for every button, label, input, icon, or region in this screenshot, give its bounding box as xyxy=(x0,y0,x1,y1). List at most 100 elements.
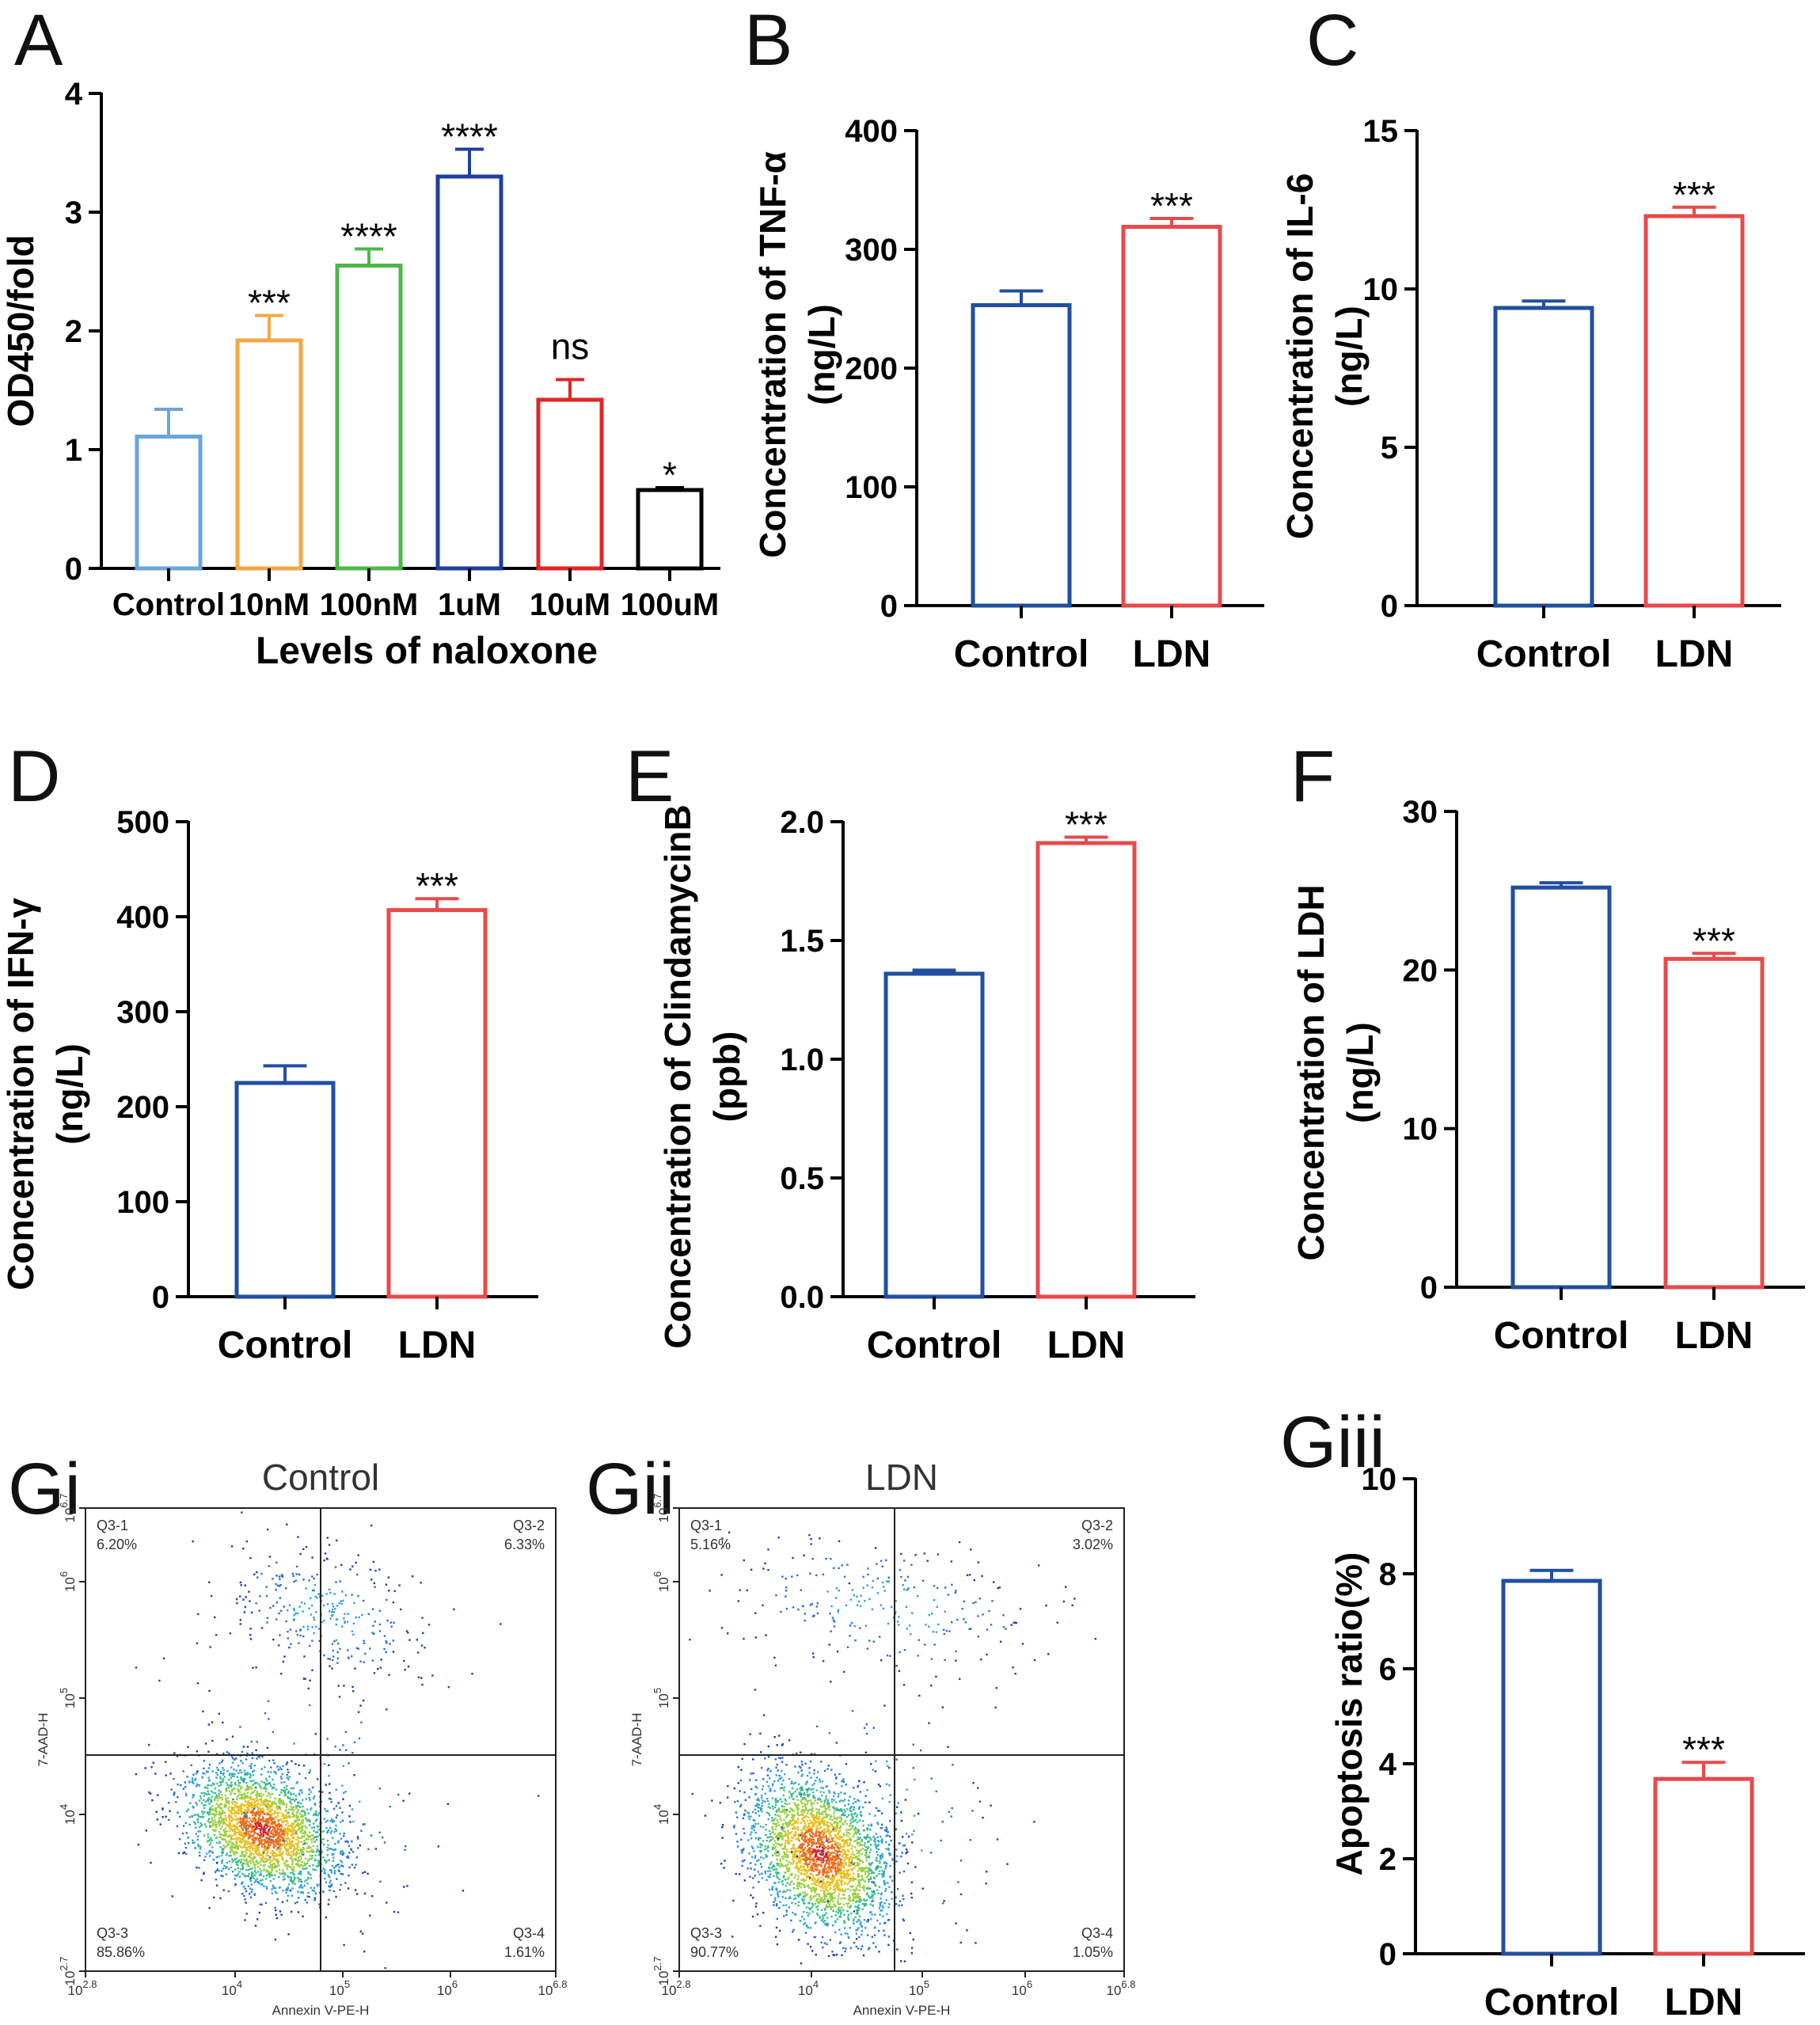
scatter-point xyxy=(331,1667,333,1670)
scatter-point xyxy=(277,1860,280,1863)
scatter-point xyxy=(307,1835,310,1837)
scatter-point xyxy=(246,1824,249,1826)
y-tick-label: 1 xyxy=(65,433,82,468)
scatter-point xyxy=(253,1804,256,1807)
scatter-point xyxy=(386,1619,389,1622)
scatter-point xyxy=(404,1669,406,1671)
scatter-point xyxy=(771,1826,773,1829)
scatter-point xyxy=(279,1818,281,1821)
scatter-point xyxy=(258,1825,260,1827)
scatter-point xyxy=(864,1871,866,1873)
scatter-point xyxy=(272,1578,274,1580)
scatter-point xyxy=(264,1848,267,1850)
scatter-point xyxy=(273,1762,275,1765)
scatter-point xyxy=(363,1823,366,1826)
scatter-point xyxy=(301,1850,304,1853)
scatter-point xyxy=(799,1920,801,1922)
scatter-point xyxy=(288,1797,291,1799)
scatter-point xyxy=(299,1849,302,1852)
scatter-point xyxy=(881,1905,883,1908)
scatter-point xyxy=(817,1839,819,1841)
scatter-point xyxy=(777,1876,779,1879)
quadrant-value: 6.33% xyxy=(504,1537,545,1552)
scatter-point xyxy=(197,1845,199,1848)
scatter-point xyxy=(237,1805,239,1807)
scatter-point xyxy=(829,1852,831,1855)
scatter-point xyxy=(769,1894,773,1896)
scatter-point xyxy=(215,1794,218,1797)
scatter-point xyxy=(293,1826,296,1829)
scatter-point xyxy=(286,1785,288,1788)
scatter-point xyxy=(196,1783,198,1786)
scatter-point xyxy=(233,1838,235,1841)
scatter-point xyxy=(853,1918,855,1921)
scatter-point xyxy=(310,1807,313,1810)
scatter-point xyxy=(271,1869,273,1871)
scatter-point xyxy=(215,1810,218,1814)
scatter-point xyxy=(246,1752,249,1755)
scatter-point xyxy=(299,1789,302,1791)
scatter-point xyxy=(287,1637,289,1639)
scatter-point xyxy=(215,1634,218,1636)
scatter-point xyxy=(264,1845,266,1847)
scatter-point xyxy=(748,1852,750,1855)
scatter-point xyxy=(809,1799,811,1802)
scatter-point xyxy=(899,1871,901,1874)
quadrant-value: 6.20% xyxy=(97,1537,137,1552)
scatter-point xyxy=(301,1852,303,1855)
scatter-point xyxy=(838,1928,841,1931)
scatter-point xyxy=(831,1818,834,1822)
scatter-point xyxy=(203,1807,206,1810)
scatter-point xyxy=(234,1874,237,1877)
scatter-point xyxy=(860,1948,863,1951)
scatter-point xyxy=(732,1899,735,1902)
scatter-point xyxy=(829,1853,832,1856)
scatter-point xyxy=(809,1927,812,1929)
scatter-point xyxy=(281,1814,284,1817)
scatter-point xyxy=(241,1797,243,1800)
scatter-point xyxy=(816,1825,819,1827)
scatter-point xyxy=(759,1842,762,1845)
scatter-point xyxy=(863,1919,866,1921)
scatter-point xyxy=(294,1805,298,1807)
scatter-point xyxy=(500,1623,502,1625)
scatter-point xyxy=(230,1810,233,1813)
scatter-point xyxy=(848,1936,850,1940)
scatter-point xyxy=(300,1857,302,1860)
scatter-point xyxy=(776,1875,778,1878)
scatter-point xyxy=(282,1843,285,1845)
scatter-point xyxy=(347,1656,350,1658)
scatter-point xyxy=(237,1864,239,1866)
scatter-point xyxy=(241,1835,244,1837)
scatter-point xyxy=(211,1825,213,1828)
scatter-point xyxy=(821,1846,823,1848)
scatter-point xyxy=(830,1861,834,1864)
scatter-point xyxy=(764,1800,766,1803)
scatter-point xyxy=(311,1626,313,1628)
scatter-point xyxy=(222,1810,224,1812)
scatter-point xyxy=(312,1864,314,1867)
scatter-point xyxy=(198,1867,200,1869)
scatter-point xyxy=(225,1819,228,1822)
scatter-point xyxy=(303,1843,306,1845)
scatter-point xyxy=(246,1801,249,1803)
scatter-point xyxy=(795,1913,797,1916)
scatter-point xyxy=(267,1825,269,1828)
scatter-point xyxy=(302,1814,305,1818)
scatter-point xyxy=(306,1842,308,1845)
scatter-point xyxy=(834,1833,837,1836)
scatter-point xyxy=(330,1801,332,1803)
scatter-point xyxy=(852,1836,855,1838)
scatter-point xyxy=(268,1759,271,1762)
scatter-point xyxy=(227,1809,230,1811)
scatter-point xyxy=(815,1858,819,1860)
scatter-point xyxy=(276,1807,279,1810)
scatter-point xyxy=(279,1845,282,1848)
scatter-point xyxy=(849,1905,852,1907)
scatter-point xyxy=(335,1816,338,1818)
scatter-point xyxy=(303,1862,306,1864)
scatter-point xyxy=(222,1848,224,1850)
scatter-point xyxy=(211,1808,214,1810)
scatter-point xyxy=(245,1781,248,1784)
scatter-point xyxy=(245,1814,248,1818)
